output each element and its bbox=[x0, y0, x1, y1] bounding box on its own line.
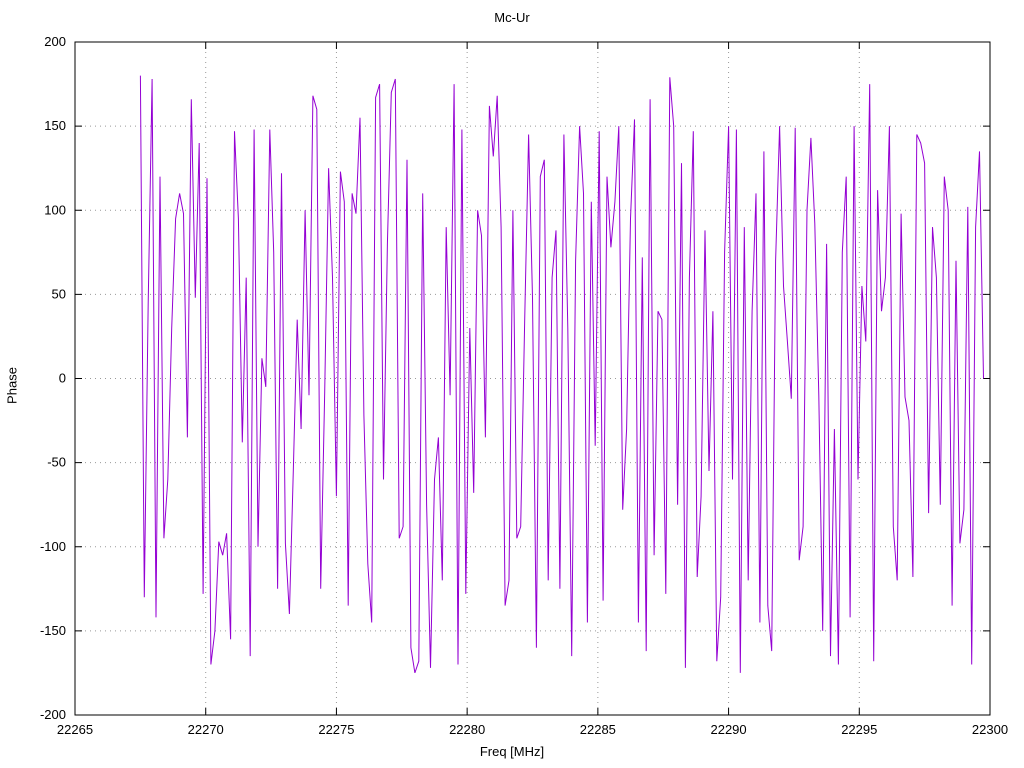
svg-text:22280: 22280 bbox=[449, 722, 485, 737]
svg-text:-100: -100 bbox=[40, 539, 66, 554]
svg-text:22300: 22300 bbox=[972, 722, 1008, 737]
svg-text:22285: 22285 bbox=[580, 722, 616, 737]
x-axis-label: Freq [MHz] bbox=[479, 744, 545, 759]
svg-text:22295: 22295 bbox=[841, 722, 877, 737]
svg-text:100: 100 bbox=[44, 202, 66, 217]
svg-text:-200: -200 bbox=[40, 707, 66, 722]
svg-text:22275: 22275 bbox=[318, 722, 354, 737]
svg-text:200: 200 bbox=[44, 34, 66, 49]
svg-text:-50: -50 bbox=[47, 455, 66, 470]
svg-text:50: 50 bbox=[52, 286, 66, 301]
svg-text:0: 0 bbox=[59, 371, 66, 386]
svg-text:150: 150 bbox=[44, 118, 66, 133]
chart-title: Mc-Ur bbox=[494, 10, 530, 25]
svg-text:22270: 22270 bbox=[188, 722, 224, 737]
svg-text:-150: -150 bbox=[40, 623, 66, 638]
svg-text:22290: 22290 bbox=[710, 722, 746, 737]
svg-text:22265: 22265 bbox=[57, 722, 93, 737]
